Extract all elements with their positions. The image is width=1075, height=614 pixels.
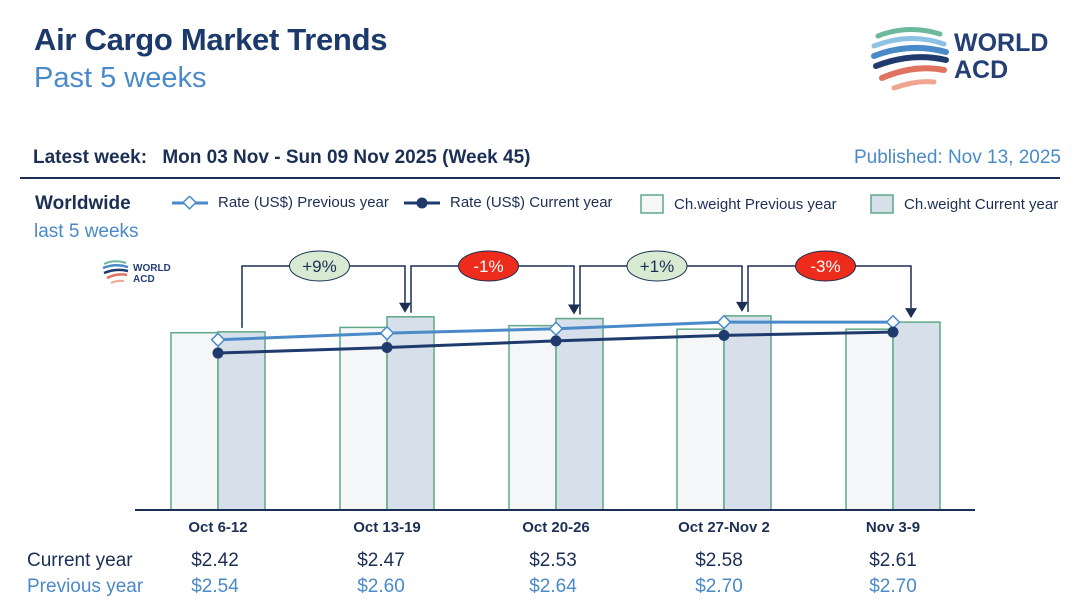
latest-week-label: Latest week: xyxy=(33,147,148,168)
change-bubble-decrease xyxy=(795,250,856,282)
legend-box-icon xyxy=(640,194,664,214)
x-tick-label: Nov 3-9 xyxy=(866,519,920,536)
bar-weight-current xyxy=(892,321,941,511)
change-bubble-decrease xyxy=(458,250,519,282)
legend-line-dot-icon xyxy=(404,197,440,208)
point-rate-current xyxy=(212,347,224,359)
x-tick-label: Oct 27-Nov 2 xyxy=(678,519,770,536)
previous-year-label: Previous year xyxy=(27,576,144,597)
x-tick-label: Oct 6-12 xyxy=(188,519,247,536)
bar-weight-previous xyxy=(170,331,219,511)
previous-rate-cell: $2.70 xyxy=(695,576,743,597)
legend-weight-current: Ch.weight Current year xyxy=(870,194,1058,214)
logo-wordmark: WORLD ACD xyxy=(954,29,1049,84)
legend-rate-current: Rate (US$) Current year xyxy=(402,194,613,211)
point-rate-previous xyxy=(885,314,901,330)
change-arrow-head xyxy=(905,308,917,319)
bar-weight-current xyxy=(723,315,772,511)
point-rate-current xyxy=(718,329,730,341)
header-divider xyxy=(20,177,1060,179)
small-world-acd-logo-icon xyxy=(102,260,129,284)
previous-rate-cell: $2.54 xyxy=(191,576,239,597)
previous-rate-cell: $2.60 xyxy=(357,576,405,597)
page-title: Air Cargo Market Trends xyxy=(34,22,388,57)
current-rate-cell: $2.61 xyxy=(869,550,917,571)
point-rate-current xyxy=(381,342,393,354)
change-arrow-head xyxy=(399,302,411,313)
x-tick-label: Oct 13-19 xyxy=(353,519,421,536)
point-rate-previous xyxy=(379,325,395,341)
change-arrow-head xyxy=(736,301,748,312)
small-logo-wordmark: WORLD ACD xyxy=(133,263,171,285)
current-rate-cell: $2.58 xyxy=(695,550,743,571)
region-name: Worldwide xyxy=(35,193,131,214)
point-rate-previous xyxy=(548,321,564,337)
current-rate-cell: $2.53 xyxy=(529,550,577,571)
change-bubble-increase xyxy=(626,250,688,282)
world-acd-logo-icon xyxy=(871,26,949,91)
previous-rate-cell: $2.70 xyxy=(869,576,917,597)
current-rate-cell: $2.42 xyxy=(191,550,239,571)
change-label: -1% xyxy=(473,257,503,276)
bar-weight-previous xyxy=(339,326,388,511)
point-rate-previous xyxy=(716,314,732,330)
change-bubble-increase xyxy=(289,250,350,282)
bar-weight-previous xyxy=(845,328,894,511)
x-tick-label: Oct 20-26 xyxy=(522,519,590,536)
bar-weight-current xyxy=(555,317,604,511)
change-arrow-head xyxy=(568,304,580,315)
legend-rate-previous: Rate (US$) Previous year xyxy=(170,194,389,211)
bar-weight-previous xyxy=(676,328,725,511)
bar-weight-current xyxy=(386,316,435,511)
latest-week-value: Mon 03 Nov - Sun 09 Nov 2025 (Week 45) xyxy=(162,147,531,168)
change-label: -3% xyxy=(810,257,840,276)
point-rate-previous xyxy=(210,332,226,348)
page-subtitle: Past 5 weeks xyxy=(34,62,207,94)
region-period: last 5 weeks xyxy=(34,221,139,242)
legend-line-diamond-icon xyxy=(172,195,208,210)
legend-box-filled-icon xyxy=(870,194,894,214)
current-year-label: Current year xyxy=(27,550,133,571)
previous-rate-cell: $2.64 xyxy=(529,576,577,597)
point-rate-current xyxy=(550,335,562,347)
current-rate-cell: $2.47 xyxy=(357,550,405,571)
bar-weight-current xyxy=(217,331,266,511)
published-date: Published: Nov 13, 2025 xyxy=(853,147,1061,168)
change-label: +9% xyxy=(302,257,337,276)
latest-week: Latest week: Mon 03 Nov - Sun 09 Nov 202… xyxy=(33,147,531,169)
bar-weight-previous xyxy=(508,324,557,511)
change-label: +1% xyxy=(640,257,675,276)
legend-weight-previous: Ch.weight Previous year xyxy=(640,194,837,214)
point-rate-current xyxy=(887,326,899,338)
